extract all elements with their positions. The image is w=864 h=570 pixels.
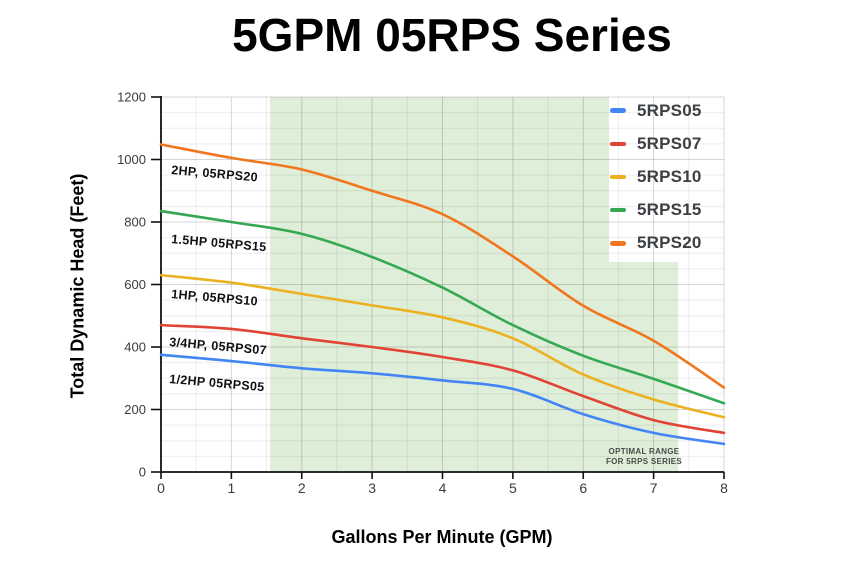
series-color-swatch	[610, 108, 626, 113]
legend-label: 5RPS07	[637, 133, 702, 153]
series-color-swatch	[610, 141, 626, 147]
x-tick-label: 8	[720, 480, 728, 496]
legend-item-5rps07: 5RPS07	[604, 127, 794, 160]
y-tick-label: 0	[139, 465, 146, 480]
y-tick-label: 1000	[117, 152, 146, 167]
optimal-range-label: OPTIMAL RANGE FOR 5RPS SERIES	[606, 447, 682, 466]
x-tick-label: 2	[298, 480, 306, 496]
chart-title: 5GPM 05RPS Series	[232, 9, 672, 61]
legend-item-5rps15: 5RPS15	[604, 194, 794, 227]
series-line-5RPS05	[159, 353, 726, 446]
legend-label: 5RPS20	[637, 233, 702, 253]
legend-label: 5RPS05	[637, 100, 702, 120]
optimal-range-label-line2: FOR 5RPS SERIES	[605, 456, 683, 466]
legend-backdrop	[609, 96, 793, 262]
x-tick-label: 5	[509, 480, 517, 496]
x-tick-label: 6	[579, 480, 587, 496]
series-line-5RPS10	[159, 273, 726, 419]
y-tick-label: 600	[124, 277, 146, 292]
legend-item-5rps20: 5RPS20	[604, 227, 794, 260]
series-line-5RPS07	[159, 323, 726, 435]
series-color-swatch	[610, 241, 626, 246]
y-tick-label: 1200	[117, 90, 146, 105]
legend-label: 5RPS15	[637, 200, 702, 220]
legend-item-5rps10: 5RPS10	[604, 160, 794, 193]
series-line-5RPS15	[159, 209, 726, 405]
optimal-range-label-line1: OPTIMAL RANGE	[608, 447, 680, 456]
series-line-5RPS20	[159, 143, 726, 389]
x-tick-label: 7	[650, 480, 658, 496]
x-tick-label: 4	[439, 480, 447, 496]
y-axis-title: Total Dynamic Head (Feet)	[67, 173, 88, 399]
x-tick-label: 0	[157, 480, 165, 496]
x-axis-title: Gallons Per Minute (GPM)	[331, 527, 553, 547]
legend: 5RPS05 5RPS07 5RPS10 5RPS15 5RPS20	[604, 94, 794, 260]
x-tick-label: 1	[227, 480, 235, 496]
legend-label: 5RPS10	[637, 166, 702, 186]
x-tick-label: 3	[368, 480, 376, 496]
series-color-swatch	[610, 207, 626, 213]
series-color-swatch	[610, 174, 626, 180]
y-tick-label: 800	[124, 215, 146, 230]
y-tick-label: 200	[124, 402, 146, 417]
legend-item-5rps05: 5RPS05	[604, 94, 794, 127]
y-tick-label: 400	[124, 340, 146, 355]
